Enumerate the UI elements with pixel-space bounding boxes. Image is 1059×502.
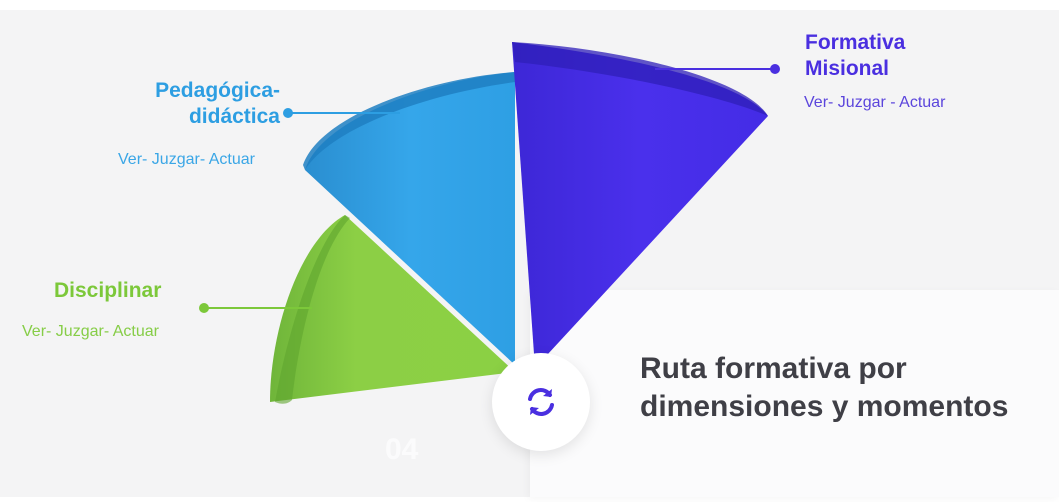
segment-formativa-subtitle: Ver- Juzgar - Actuar (804, 94, 946, 111)
bottom-border (0, 497, 1059, 502)
refresh-icon (528, 388, 554, 416)
card-title-line2: dimensiones y momentos (640, 390, 1009, 423)
funnel-formativa[interactable] (512, 42, 768, 368)
segment-formativa-title-line1: Formativa (805, 31, 906, 54)
faded-number: 04 (385, 433, 419, 466)
connector-disciplinar (199, 303, 312, 313)
connector-pedagogica (283, 108, 400, 118)
refresh-button[interactable] (492, 353, 590, 451)
segment-disciplinar-subtitle: Ver- Juzgar- Actuar (22, 323, 159, 340)
segment-disciplinar-title-line1: Disciplinar (54, 279, 162, 302)
segment-pedagogica-subtitle: Ver- Juzgar- Actuar (118, 151, 255, 168)
segment-formativa-title: Formativa Misional (805, 30, 905, 82)
connector-formativa (655, 64, 780, 74)
funnel-pedagogica[interactable] (303, 72, 515, 365)
segment-pedagogica-title: Pedagógica- didáctica (110, 78, 280, 130)
card-title: Ruta formativa por dimensiones y momento… (640, 350, 1059, 426)
funnel-disciplinar[interactable] (270, 215, 515, 404)
segment-pedagogica-title-line1: Pedagógica- (155, 79, 280, 102)
top-border (0, 0, 1059, 10)
card-title-line1: Ruta formativa por (640, 352, 907, 385)
segment-formativa-title-line2: Misional (805, 57, 890, 80)
segment-pedagogica-title-line2: didáctica (188, 105, 280, 128)
segment-disciplinar-title: Disciplinar (54, 278, 161, 304)
info-card (530, 290, 1059, 497)
